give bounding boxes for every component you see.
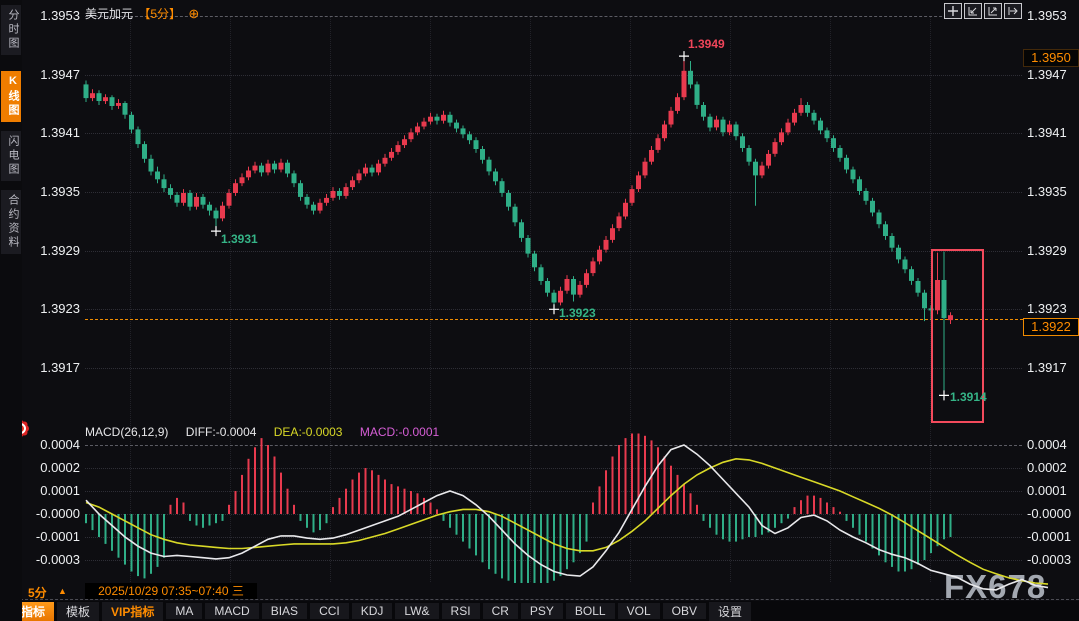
v-gridline — [630, 16, 631, 582]
gridline — [85, 250, 1022, 252]
menu-divider — [0, 599, 1079, 600]
menu-item-settings[interactable]: 设置 — [708, 601, 751, 621]
axis-label: 1.3935 — [40, 184, 80, 199]
chart-title-bar: 美元加元 【5分】 ⊕ — [85, 5, 199, 22]
axis-label: 0.0001 — [40, 483, 80, 498]
axis-label: -0.0001 — [35, 529, 80, 544]
menu-item-14[interactable]: OBV — [662, 603, 706, 619]
price-marker-label: 1.3931 — [221, 232, 258, 247]
menu-item-10[interactable]: CR — [482, 603, 518, 619]
macd-params-label: MACD(26,12,9) — [85, 425, 169, 439]
axis-label: 0.0002 — [1027, 460, 1067, 475]
period-tag: 【5分】 — [138, 7, 182, 21]
macd-value-label: MACD:-0.0001 — [359, 425, 440, 439]
period-label[interactable]: 5分 — [28, 586, 47, 600]
gridline — [85, 368, 1022, 369]
axis-label: 1.3923 — [1027, 301, 1067, 317]
gridline — [85, 192, 1022, 193]
price-marker-label: 1.3923 — [559, 306, 596, 321]
menu-item-13[interactable]: VOL — [617, 603, 660, 619]
crosshair-tool-icon[interactable] — [944, 3, 962, 19]
watermark: FX678 — [944, 568, 1047, 605]
axis-label: -0.0003 — [35, 552, 80, 567]
menu-item-11[interactable]: PSY — [520, 603, 563, 619]
axis-label: 1.3929 — [40, 242, 80, 258]
highlight-box — [930, 249, 984, 423]
v-gridline — [730, 16, 731, 582]
sidebar-item-1[interactable]: K线图 — [1, 71, 21, 122]
time-range-label: 2025/10/29 07:35~07:40 三 — [85, 583, 257, 599]
menu-item-3[interactable]: MA — [166, 603, 203, 619]
axis-label: -0.0003 — [1027, 552, 1072, 567]
axis-label: 1.3947 — [40, 66, 80, 82]
shift-axis-icon[interactable] — [1004, 3, 1022, 19]
v-gridline — [230, 16, 231, 582]
price-marker-label: 1.3914 — [950, 390, 987, 405]
axis-label: 1.3953 — [1027, 8, 1067, 23]
last-price-marker: 1.3922 — [1023, 318, 1079, 336]
axis-label: -0.0001 — [1027, 529, 1072, 544]
v-gridline — [130, 16, 131, 582]
axis-label: 1.3941 — [1027, 125, 1067, 141]
axis-label: 0.0004 — [40, 437, 80, 452]
gridline — [85, 133, 1022, 135]
menu-item-0[interactable]: 指标 — [12, 601, 55, 621]
axis-label: 1.3923 — [40, 301, 80, 317]
axis-label: 1.3917 — [40, 360, 80, 375]
v-gridline — [530, 16, 531, 582]
sidebar-item-3[interactable]: 合约资料 — [1, 190, 21, 254]
gridline — [85, 491, 1022, 492]
status-bar: 5分 ▲ 2025/10/29 07:35~07:40 三 — [0, 583, 1079, 600]
sidebar-item-0[interactable]: 分时图 — [1, 5, 21, 55]
sidebar-item-2[interactable]: 闪电图 — [1, 131, 21, 181]
menu-item-1[interactable]: 模板 — [57, 601, 100, 621]
menu-item-9[interactable]: RSI — [441, 603, 480, 619]
chart-type-sidebar: 分时图 K线图闪电图合约资料 — [0, 0, 22, 621]
menu-item-5[interactable]: BIAS — [261, 603, 308, 619]
menu-item-8[interactable]: LW& — [395, 603, 439, 619]
menu-item-7[interactable]: KDJ — [351, 603, 393, 619]
gridline — [85, 74, 1022, 76]
axis-label: -0.0000 — [1027, 506, 1072, 521]
gridline — [85, 16, 1022, 17]
axis-label: 0.0004 — [1027, 437, 1067, 452]
menu-item-4[interactable]: MACD — [205, 603, 259, 619]
dea-value-label: DEA:-0.0003 — [273, 425, 343, 439]
add-circle-icon[interactable]: ⊕ — [188, 6, 200, 21]
price-marker-label: 1.3949 — [688, 37, 725, 52]
v-gridline — [430, 16, 431, 582]
axis-label: -0.0000 — [35, 506, 80, 521]
axis-label: 0.0002 — [40, 460, 80, 475]
axis-label: 1.3929 — [1027, 242, 1067, 258]
v-gridline — [330, 16, 331, 582]
symbol-title: 美元加元 — [85, 7, 134, 21]
v-gridline — [830, 16, 831, 582]
window-tools — [944, 3, 1022, 19]
macd-header: MACD(26,12,9) DIFF:-0.0004 DEA:-0.0003 M… — [85, 425, 453, 439]
menu-item-2[interactable]: VIP指标 — [102, 601, 164, 621]
open-price-marker: 1.3950 — [1023, 49, 1079, 67]
axis-label: 1.3941 — [40, 125, 80, 141]
axis-label: 1.3947 — [1027, 66, 1067, 82]
zoom-axis-left-icon[interactable] — [964, 3, 982, 19]
menu-item-6[interactable]: CCI — [310, 603, 349, 619]
axis-label: 1.3935 — [1027, 184, 1067, 199]
diff-value-label: DIFF:-0.0004 — [185, 425, 257, 439]
axis-label: 0.0001 — [1027, 483, 1067, 498]
gridline — [85, 468, 1022, 469]
axis-label: 1.3953 — [40, 8, 80, 23]
period-up-arrow-icon[interactable]: ▲ — [58, 586, 67, 596]
gridline — [85, 445, 1022, 446]
indicator-menu-bar: 指标 模板 VIP指标 MA MACD BIAS CCI KDJ LW& RSI CR PSY BOLL… — [0, 601, 1079, 621]
zoom-axis-right-icon[interactable] — [984, 3, 1002, 19]
last-price-line — [85, 319, 1023, 320]
axis-label: 1.3917 — [1027, 360, 1067, 375]
menu-item-12[interactable]: BOLL — [565, 603, 615, 619]
